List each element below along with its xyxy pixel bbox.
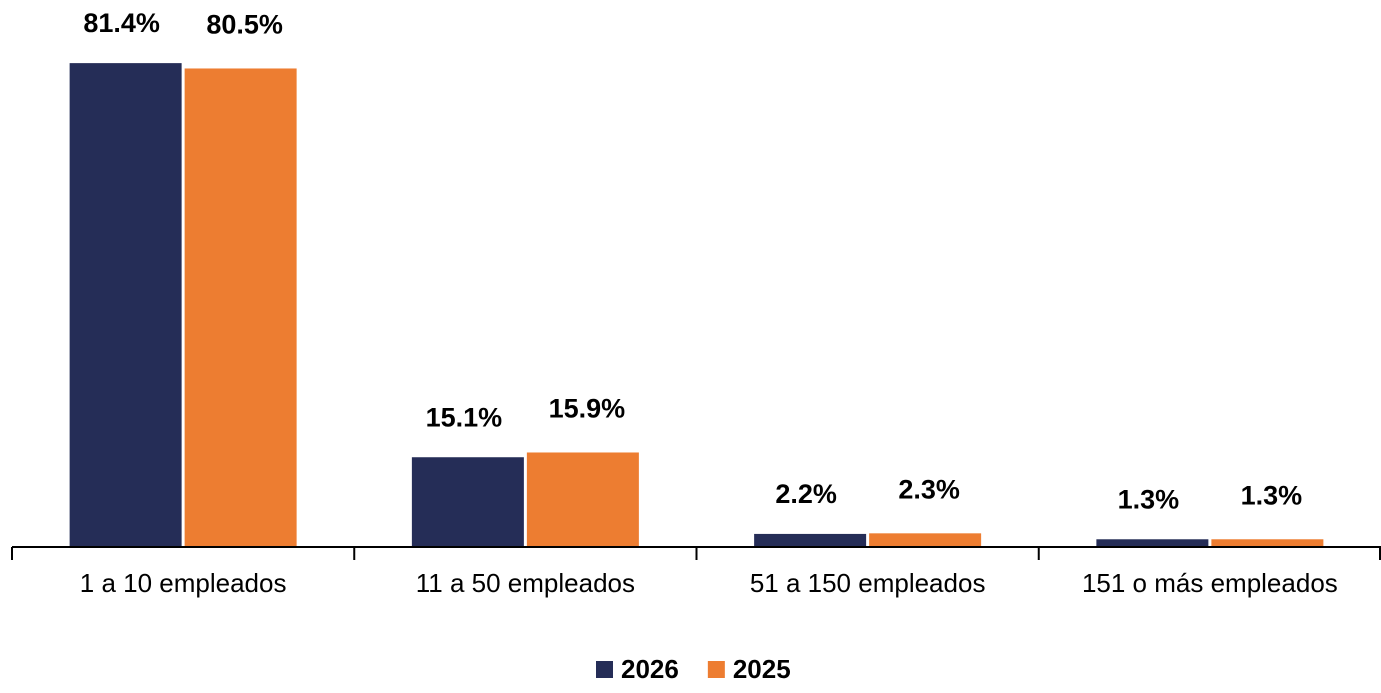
bar [1096,539,1209,547]
x-tick-label: 51 a 150 empleados [750,568,986,598]
x-tick-label: 1 a 10 empleados [80,568,287,598]
x-tick-label: 151 o más empleados [1082,568,1338,598]
legend-swatch [707,661,725,678]
bar [869,533,982,547]
value-label: 81.4% [83,8,160,38]
value-label: 80.5% [206,10,283,40]
legend-swatch [596,661,613,678]
value-label: 1.3% [1241,480,1303,510]
bar [411,457,524,547]
value-label: 15.1% [426,402,503,432]
value-label: 2.2% [775,479,837,509]
legend-label: 2026 [621,654,679,684]
bar [184,68,297,547]
x-tick-label: 11 a 50 empleados [416,568,635,598]
bar [526,452,639,547]
value-label: 1.3% [1118,484,1180,514]
value-label: 2.3% [898,474,960,504]
value-label: 15.9% [549,394,626,424]
bar [1211,539,1324,547]
legend-label: 2025 [733,654,791,684]
bar [69,63,182,547]
bar [754,533,867,547]
